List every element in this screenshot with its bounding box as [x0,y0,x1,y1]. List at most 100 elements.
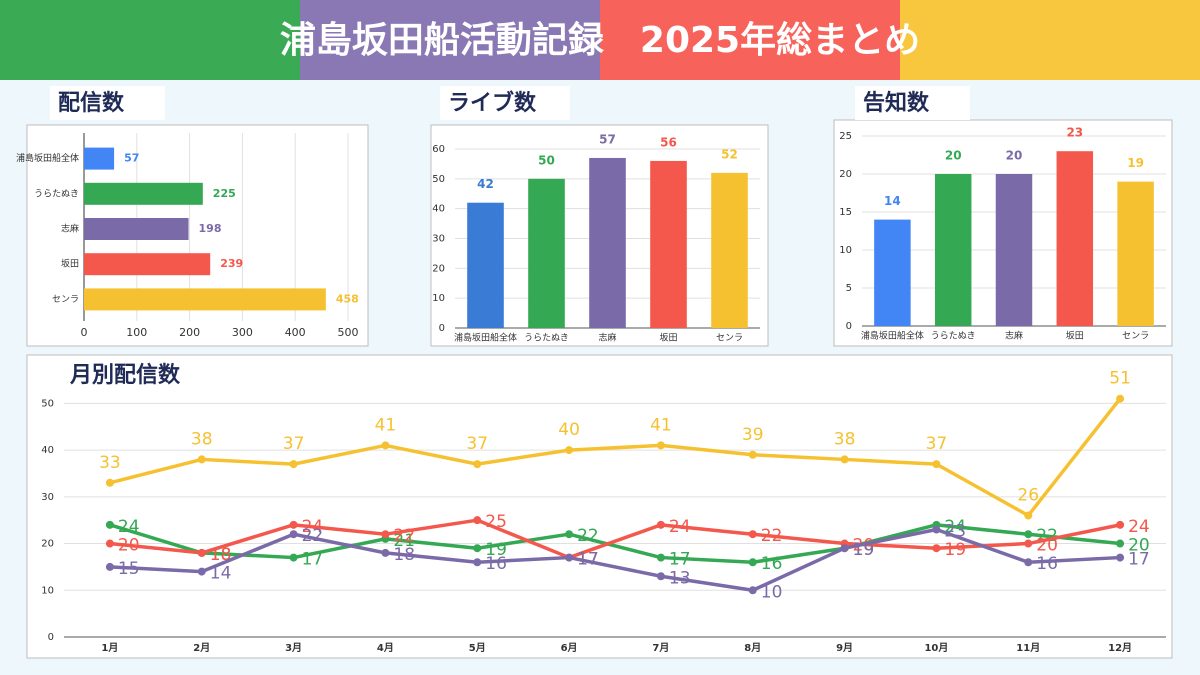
value-label: 198 [199,222,222,235]
chart-title: 告知数 [863,90,930,116]
point [381,548,390,557]
x-tick-label: 10月 [924,642,948,654]
banner-stripe [300,0,600,80]
y-tick-label: 40 [41,445,54,456]
point [381,530,390,539]
value-label: 41 [375,415,397,435]
chart-panel [26,354,1173,659]
point [105,562,114,571]
chart-title: 配信数 [58,90,125,116]
value-label: 19 [853,540,875,560]
point [473,558,482,567]
page-title: 浦島坂田船活動記録 2025年総まとめ [280,20,920,61]
value-label: 19 [1127,156,1144,170]
y-tick-label: 志麻 [61,223,79,235]
point [932,460,941,469]
y-tick-label: 20 [41,539,54,550]
y-tick-label: うらたぬき [34,188,79,199]
value-label: 239 [220,257,243,270]
point [105,478,114,487]
value-label: 17 [577,550,599,570]
y-tick-label: 15 [839,207,852,218]
value-label: 24 [302,517,324,537]
value-label: 16 [485,554,507,574]
value-label: 17 [1128,550,1150,570]
point [932,525,941,534]
x-tick-label: センラ [716,333,743,344]
y-tick-label: 20 [432,263,445,274]
point [565,553,574,562]
x-tick-label: 200 [179,326,200,339]
value-label: 17 [577,550,599,570]
point [1024,530,1033,539]
value-label: 37 [926,434,948,454]
value-label: 24 [118,517,140,537]
x-tick-label: 浦島坂田船全体 [861,330,924,342]
value-label: 18 [393,545,415,565]
y-tick-label: 浦島坂田船全体 [16,152,79,164]
value-label: 57 [599,132,616,146]
x-tick-label: 6月 [561,642,578,654]
point [289,460,298,469]
x-tick-label: 3月 [285,642,302,654]
point [1116,394,1125,403]
value-label: 42 [477,177,494,191]
value-label: 14 [210,564,232,584]
y-tick-label: 50 [432,174,445,185]
value-label: 23 [944,522,966,542]
y-tick-label: 25 [839,131,852,142]
point [289,520,298,529]
point [197,548,206,557]
x-tick-label: うらたぬき [524,333,569,344]
point [656,572,665,581]
point [656,441,665,450]
value-label: 22 [302,526,324,546]
value-label: 13 [669,568,691,588]
y-tick-label: センラ [52,294,79,305]
x-tick-label: 12月 [1108,642,1132,654]
bar [874,219,911,326]
y-tick-label: 10 [41,585,54,596]
chart-title: 月別配信数 [69,362,181,388]
series-line [109,397,1122,518]
bar [1117,181,1154,326]
point [748,450,757,459]
bar [84,182,203,205]
point [565,446,574,455]
value-label: 39 [742,425,764,445]
value-label: 22 [393,526,415,546]
bar [1056,151,1094,326]
bar [84,147,115,170]
y-tick-label: 20 [839,169,852,180]
value-label: 22 [761,526,783,546]
bar [84,218,189,240]
value-label: 10 [761,582,783,602]
point [656,553,665,562]
value-label: 19 [485,540,507,560]
value-label: 24 [944,517,966,537]
x-tick-label: 11月 [1016,642,1040,654]
x-tick-label: 500 [338,326,359,339]
x-tick-label: 志麻 [1005,330,1023,342]
value-label: 40 [558,420,580,440]
bar [934,174,972,326]
point [197,567,206,576]
title-backdrop [50,86,165,120]
value-label: 22 [577,526,599,546]
x-tick-label: 400 [285,326,306,339]
point [473,516,482,525]
bar [528,178,565,328]
y-tick-label: 0 [439,323,445,334]
value-label: 16 [761,554,783,574]
x-tick-label: センラ [1122,331,1149,342]
x-tick-label: 1月 [101,642,118,654]
point [932,544,941,553]
y-tick-label: 30 [41,492,54,503]
series-line [109,518,1121,560]
x-tick-label: 0 [81,326,88,339]
banner-stripe [900,0,1200,80]
value-label: 21 [393,531,415,551]
y-tick-label: 5 [846,283,852,294]
y-tick-label: 60 [432,144,445,155]
